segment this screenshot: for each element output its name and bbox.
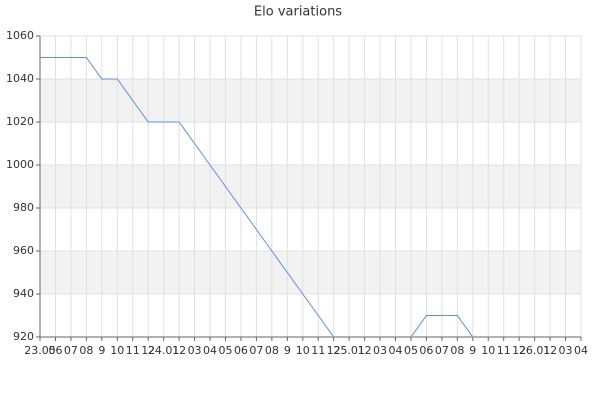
x-tick-label: 07: [249, 344, 263, 357]
x-tick-label: 05: [218, 344, 232, 357]
x-tick-label: 04: [574, 344, 588, 357]
x-tick-label: 25.01: [333, 344, 365, 357]
x-tick-label: 04: [203, 344, 217, 357]
grid-band: [40, 165, 581, 208]
x-tick-label: 24.01: [148, 344, 180, 357]
line: [40, 57, 473, 336]
y-tick-label: 1000: [6, 158, 34, 171]
x-tick-label: 06: [48, 344, 62, 357]
x-tick-label: 03: [559, 344, 573, 357]
x-tick-label: 23.05: [24, 344, 56, 357]
x-tick-label: 10: [296, 344, 310, 357]
x-tick-label: 11: [497, 344, 511, 357]
x-tick-label: 12: [512, 344, 526, 357]
x-tick-label: 11: [126, 344, 140, 357]
y-tick-label: 960: [13, 244, 34, 257]
x-tick-label: 07: [64, 344, 78, 357]
x-tick-label: 9: [469, 344, 476, 357]
x-tick-label: 11: [311, 344, 325, 357]
x-tick-label: 9: [284, 344, 291, 357]
x-tick-label: 05: [404, 344, 418, 357]
x-tick-label: 08: [265, 344, 279, 357]
x-tick-label: 08: [79, 344, 93, 357]
x-tick-label: 10: [481, 344, 495, 357]
y-tick-label: 1040: [6, 72, 34, 85]
y-tick-label: 920: [13, 330, 34, 343]
y-tick-label: 980: [13, 201, 34, 214]
grid-band: [40, 251, 581, 294]
x-tick-label: 12: [327, 344, 341, 357]
x-tick-label: 12: [172, 344, 186, 357]
x-tick-label: 12: [358, 344, 372, 357]
x-tick-label: 26.01: [519, 344, 551, 357]
y-tick-label: 940: [13, 287, 34, 300]
y-tick-label: 1060: [6, 29, 34, 42]
x-tick-label: 06: [419, 344, 433, 357]
x-tick-label: 12: [543, 344, 557, 357]
grid-band: [40, 79, 581, 122]
chart-title: Elo variations: [254, 5, 342, 20]
x-tick-label: 06: [234, 344, 248, 357]
x-tick-label: 12: [141, 344, 155, 357]
x-tick-label: 10: [110, 344, 124, 357]
x-tick-label: 03: [373, 344, 387, 357]
y-tick-label: 1020: [6, 115, 34, 128]
x-tick-label: 07: [435, 344, 449, 357]
x-tick-label: 9: [98, 344, 105, 357]
x-tick-label: 04: [389, 344, 403, 357]
x-tick-label: 03: [188, 344, 202, 357]
x-tick-label: 08: [450, 344, 464, 357]
